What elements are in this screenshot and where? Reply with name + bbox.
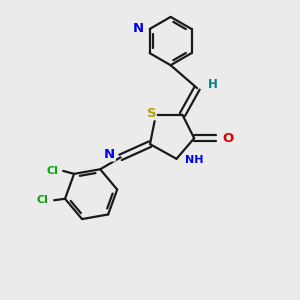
Text: H: H xyxy=(208,78,218,91)
Text: S: S xyxy=(147,107,156,120)
Text: Cl: Cl xyxy=(37,195,49,205)
Text: N: N xyxy=(104,148,115,161)
Text: Cl: Cl xyxy=(46,166,58,176)
Text: NH: NH xyxy=(185,155,204,165)
Text: O: O xyxy=(223,132,234,145)
Text: N: N xyxy=(133,22,144,35)
